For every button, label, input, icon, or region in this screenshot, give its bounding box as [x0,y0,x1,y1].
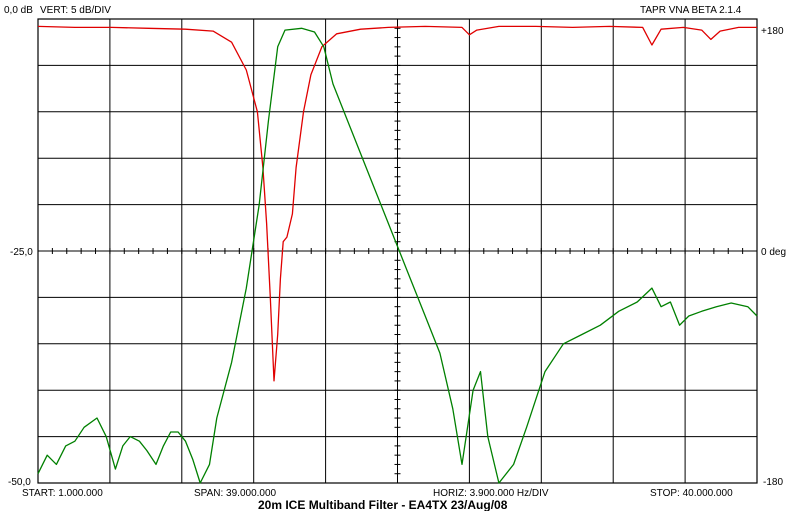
ylabel-mid-right: 0 deg [761,247,786,258]
trace-line-1 [37,25,757,382]
ylabel-top-left: 0,0 dB [4,5,33,16]
ylabel-mid-left: -25,0 [10,247,33,258]
ylabel-bottom-right: -180 [763,477,783,488]
span-label: SPAN: 39.000.000 [194,488,277,499]
grid [37,18,758,484]
chart-caption: 20m ICE Multiband Filter - EA4TX 23/Aug/… [258,498,508,511]
vert-scale-label: VERT: 5 dB/DIV [40,5,111,16]
trace-line-2 [37,27,758,484]
ylabel-bottom-left: -50,0 [8,477,31,488]
traces [37,25,758,484]
ylabel-top-right: +180 [761,26,784,37]
stop-frequency-label: STOP: 40.000.000 [650,488,733,499]
app-version-label: TAPR VNA BETA 2.1.4 [640,5,742,16]
start-frequency-label: START: 1.000.000 [22,488,103,499]
horiz-scale-label: HORIZ: 3.900.000 Hz/DIV [433,488,549,499]
